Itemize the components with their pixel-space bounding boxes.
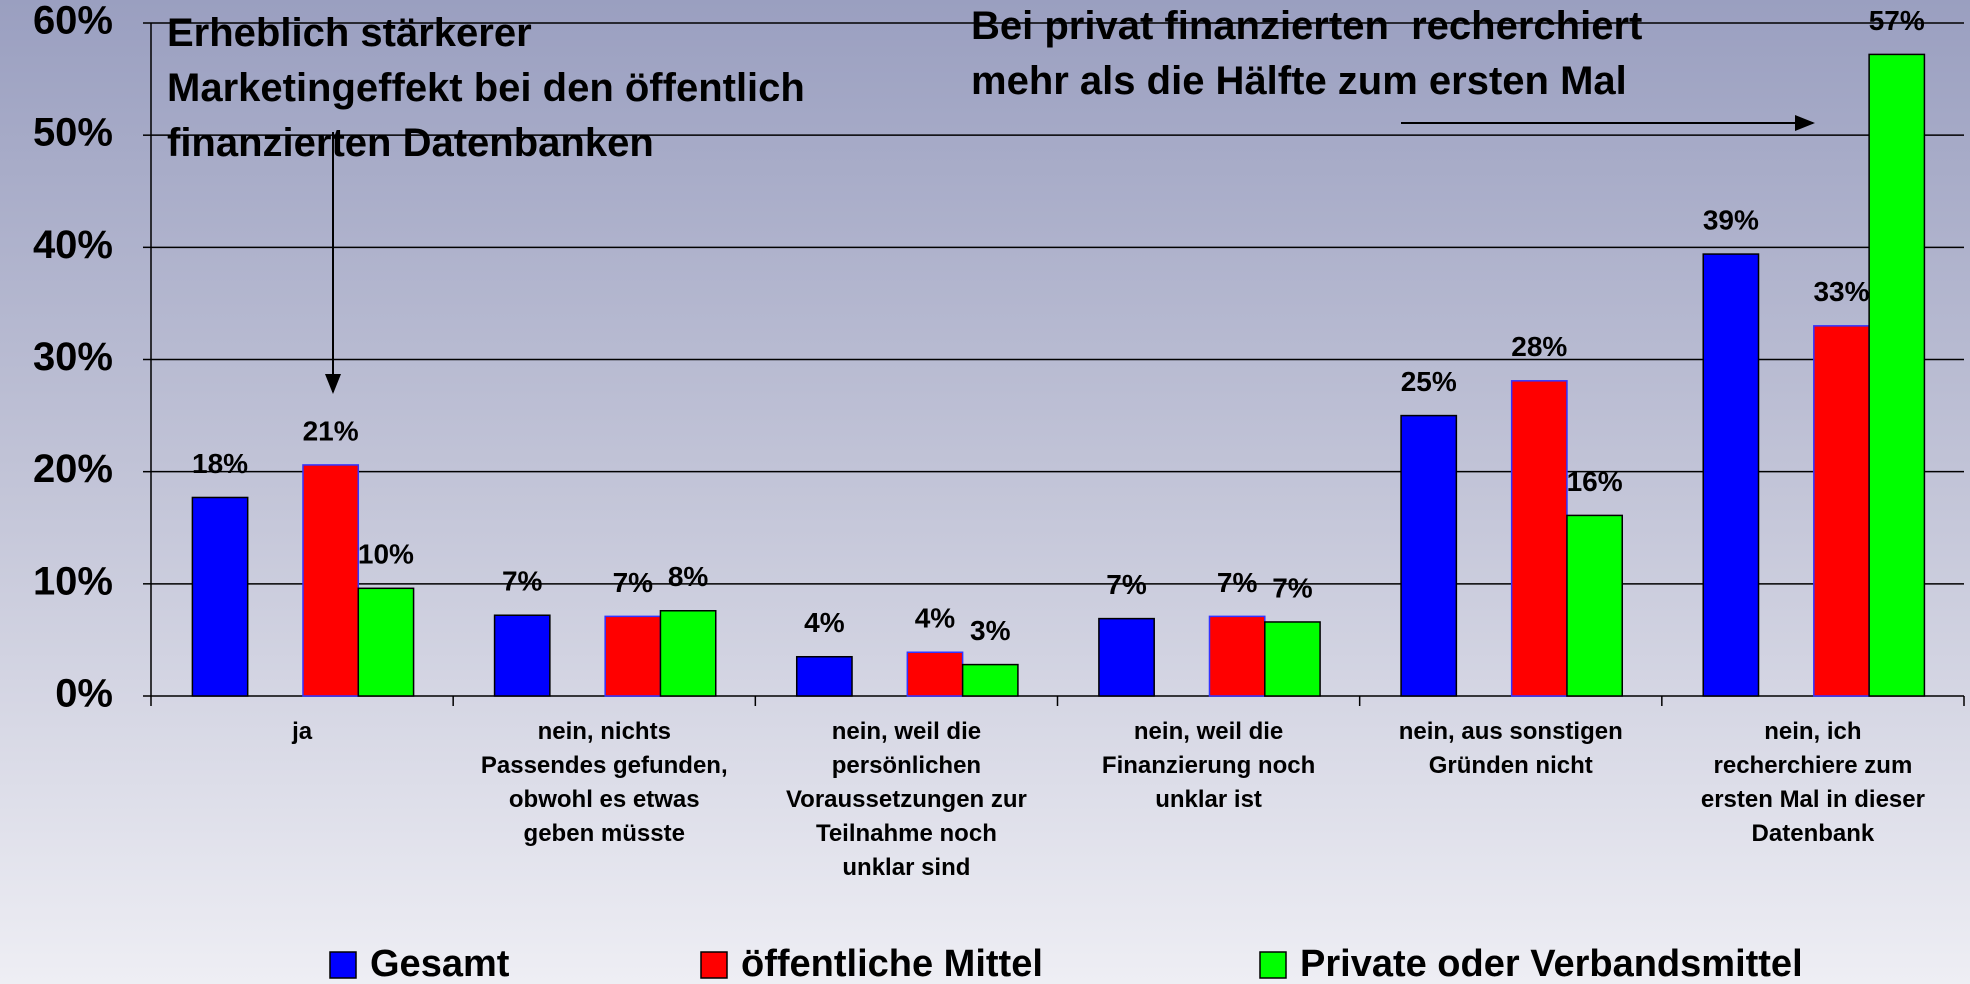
value-label: 10% [358,539,414,570]
bar [961,663,1019,697]
bar [1702,253,1760,697]
annotation: Erheblich stärkerer Marketingeffekt bei … [167,11,805,165]
x-tick-label: nein, weil die Finanzierung noch unklar … [1101,718,1316,813]
value-label: 7% [613,567,654,598]
value-label: 18% [192,448,248,479]
bar [795,655,853,697]
y-tick-label: 60% [33,0,113,43]
legend-swatch [700,951,728,979]
bar [302,464,360,697]
value-label: 3% [970,615,1011,646]
value-label: 39% [1703,204,1759,235]
bar [906,651,964,697]
bar [1566,514,1623,697]
value-label: 8% [668,561,709,592]
y-tick-label: 30% [33,335,113,379]
value-label: 4% [915,603,956,634]
y-tick-label: 10% [33,559,113,603]
x-tick-label: nein, aus sonstigen Gründen nicht [1398,718,1623,779]
x-tick-label: nein, nichts Passendes gefunden, obwohl … [480,718,728,847]
value-label: 7% [1217,567,1258,598]
value-label: 28% [1511,331,1567,362]
legend-swatch [329,951,357,979]
bar [357,587,415,697]
bar [1510,380,1568,697]
y-tick-label: 40% [33,223,113,267]
legend-label: Gesamt [370,943,510,984]
legend-label: Private oder Verbandsmittel [1300,943,1803,984]
bar [604,615,662,697]
value-label: 21% [303,415,359,446]
y-tick-label: 20% [33,447,113,491]
bar [1208,615,1266,697]
bar [493,614,551,697]
bar [191,496,249,697]
value-label: 4% [804,607,845,638]
value-label: 57% [1869,5,1925,36]
x-tick-label: ja [292,718,313,745]
legend-swatch [1259,951,1287,979]
bar [1264,621,1321,697]
annotation: Bei privat finanzierten recherchiert meh… [971,4,1643,103]
value-label: 7% [1106,569,1147,600]
bar [1813,325,1870,697]
value-label: 25% [1401,366,1457,397]
bar [1400,414,1458,697]
legend-label: öffentliche Mittel [741,943,1043,984]
x-tick-label: nein, weil die persönlichen Voraussetzun… [785,718,1027,881]
bar [1098,617,1155,697]
value-label: 7% [1272,572,1313,603]
value-label: 7% [502,566,543,597]
bar [1868,53,1926,697]
y-tick-label: 50% [33,111,113,155]
y-tick-label: 0% [55,672,113,716]
value-label: 16% [1567,466,1623,497]
x-tick-label: nein, ich recherchiere zum ersten Mal in… [1700,718,1925,847]
bar [659,610,717,697]
value-label: 33% [1813,276,1869,307]
